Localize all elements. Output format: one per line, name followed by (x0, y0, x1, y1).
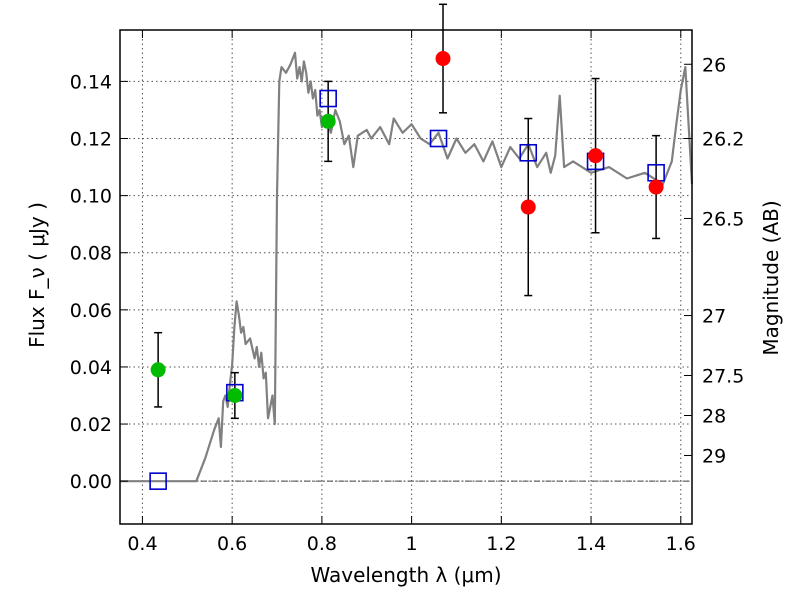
mag-tick-label-0: 26 (702, 54, 726, 76)
model-photometry-layer (149, 89, 665, 490)
green-point-0 (150, 362, 166, 378)
tick-label-layer: 0.4 0.6 0.8 1 1.2 1.4 1.6 0.00 0.02 0.04 0.06 0.08 0… (70, 54, 745, 555)
red-point-2 (588, 148, 604, 164)
plot-frame (119, 29, 693, 525)
green-point-2 (320, 113, 336, 129)
y2-axis-title: Magnitude (AB) (759, 200, 783, 355)
y-tick-label-1: 0.02 (70, 414, 112, 436)
x-axis-title: Wavelength λ (μm) (310, 563, 501, 587)
model-photometry-square-0 (149, 472, 167, 490)
mag-tick-label-4: 27.5 (702, 366, 744, 388)
mag-tick-label-6: 29 (702, 445, 726, 467)
tick-layer (120, 30, 692, 524)
x-tick-label-1: 0.6 (217, 533, 247, 555)
red-point-1 (520, 199, 536, 215)
x-tick-label-6: 1.6 (666, 533, 696, 555)
y-tick-label-4: 0.08 (70, 243, 112, 265)
mag-tick-label-3: 27 (702, 306, 726, 328)
y-tick-label-7: 0.14 (70, 71, 112, 93)
green-point-1 (227, 388, 243, 404)
y-tick-label-3: 0.06 (70, 300, 112, 322)
x-tick-label-0: 0.4 (127, 533, 157, 555)
mag-tick-label-2: 26.5 (702, 208, 744, 230)
x-tick-label-2: 0.8 (307, 533, 337, 555)
model-photometry-square-4 (519, 143, 538, 162)
x-tick-label-5: 1.4 (576, 533, 606, 555)
y-tick-label-0: 0.00 (70, 471, 112, 493)
model-sed-layer (120, 51, 694, 483)
mag-tick-label-1: 26.2 (702, 129, 744, 151)
y-axis-title: Flux F_ν ( μJy ) (25, 202, 49, 348)
model-photometry-square-3 (429, 129, 448, 148)
plot-frame-layer (119, 29, 693, 525)
y-tick-label-2: 0.04 (70, 357, 112, 379)
model-sed-line (120, 51, 694, 483)
y-tick-label-5: 0.10 (70, 186, 112, 208)
x-tick-label-3: 1 (406, 533, 418, 555)
y-tick-label-6: 0.12 (70, 129, 112, 151)
observed-points-layer (150, 51, 664, 404)
mag-tick-label-5: 28 (702, 405, 726, 427)
errorbar-layer (154, 3, 661, 420)
grid-layer (120, 30, 692, 524)
model-photometry-square-2 (319, 89, 337, 108)
red-point-0 (435, 51, 451, 67)
x-tick-label-4: 1.2 (486, 533, 516, 555)
red-point-3 (648, 179, 664, 195)
